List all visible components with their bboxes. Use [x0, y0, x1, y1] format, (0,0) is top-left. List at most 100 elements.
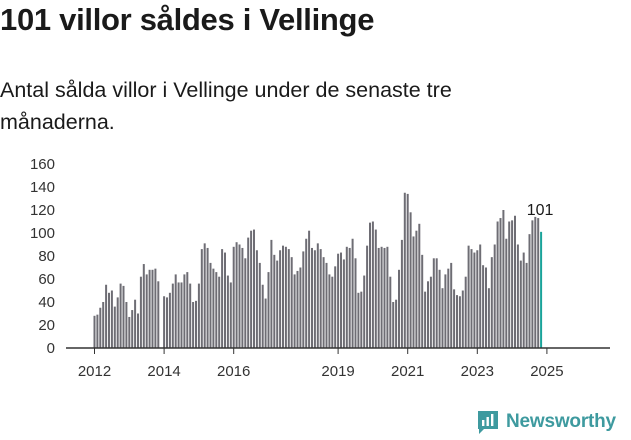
bar — [409, 212, 412, 348]
bar — [284, 246, 287, 348]
bar — [99, 307, 102, 348]
bar — [450, 262, 453, 348]
x-tick-label: 2016 — [217, 363, 250, 380]
bar — [93, 315, 96, 348]
x-tick-label: 2025 — [530, 363, 563, 380]
chart-subtitle: Antal sålda villor i Vellinge under de s… — [0, 78, 452, 134]
bar — [537, 218, 540, 348]
bar — [374, 229, 377, 348]
bar — [163, 296, 166, 348]
bar — [444, 274, 447, 348]
bar — [215, 272, 218, 348]
bar — [247, 237, 250, 348]
bar — [395, 299, 398, 348]
bar — [345, 246, 348, 348]
bar — [366, 245, 369, 348]
bar — [438, 269, 441, 348]
bar — [148, 269, 151, 348]
bar — [131, 310, 134, 348]
bar — [479, 244, 482, 348]
bar — [273, 254, 276, 348]
bar — [369, 222, 371, 348]
bar — [406, 193, 409, 348]
bar — [171, 283, 174, 348]
bar — [351, 238, 354, 348]
bar — [235, 242, 238, 348]
bar — [398, 269, 400, 348]
bar — [386, 246, 389, 348]
bar — [342, 259, 345, 348]
bar — [212, 268, 215, 348]
bar — [128, 316, 131, 348]
bar — [377, 247, 380, 348]
bar — [313, 250, 316, 348]
bar — [427, 281, 429, 348]
bar — [253, 229, 255, 348]
bar — [203, 243, 206, 348]
bar — [261, 284, 264, 348]
bar — [206, 247, 209, 348]
bar — [308, 230, 311, 348]
bar — [250, 230, 253, 348]
bar — [197, 283, 200, 348]
bar — [116, 297, 119, 348]
bar — [174, 274, 177, 348]
bar — [226, 275, 229, 348]
bar — [270, 239, 273, 348]
bar — [435, 258, 438, 348]
bar — [441, 288, 444, 348]
bar-latest — [540, 231, 543, 348]
bar — [499, 218, 502, 348]
bar — [229, 282, 232, 348]
bar — [296, 270, 299, 348]
newsworthy-logo[interactable]: Newsworthy — [476, 407, 616, 437]
bar — [360, 291, 363, 348]
bar — [221, 249, 224, 348]
bar — [400, 239, 403, 348]
bar — [490, 257, 493, 348]
bar — [267, 272, 270, 348]
bar — [337, 253, 340, 348]
bar — [145, 274, 148, 348]
bar — [195, 300, 197, 348]
bar — [157, 281, 160, 348]
bar — [200, 249, 203, 348]
bar — [415, 230, 418, 348]
bar — [447, 268, 450, 348]
bar — [403, 192, 406, 348]
bar — [371, 221, 374, 348]
bar — [276, 260, 279, 348]
bar — [113, 306, 116, 348]
bar — [255, 250, 258, 348]
bar — [122, 285, 125, 348]
bar — [380, 246, 383, 348]
bar — [166, 297, 168, 348]
y-tick-label: 0 — [47, 340, 55, 357]
bar — [125, 302, 128, 348]
bar — [305, 238, 308, 348]
bar — [264, 298, 267, 348]
bar — [476, 250, 479, 348]
bar — [348, 247, 351, 348]
brand-name: Newsworthy — [506, 411, 616, 432]
bar — [134, 299, 137, 348]
bar — [110, 290, 113, 348]
bar — [139, 276, 142, 348]
x-tick-label: 2021 — [391, 363, 424, 380]
bar — [528, 234, 531, 348]
bar — [470, 249, 473, 348]
y-tick-label: 20 — [38, 317, 55, 334]
bar — [328, 274, 331, 348]
bar — [412, 236, 415, 348]
bar — [177, 282, 180, 348]
bar — [282, 245, 284, 348]
bar — [340, 252, 342, 348]
bar — [189, 283, 192, 348]
bars-group — [93, 192, 543, 348]
x-tick-label: 2019 — [321, 363, 354, 380]
bar — [142, 264, 145, 348]
bar — [151, 269, 154, 348]
bar — [279, 250, 282, 348]
y-tick-label: 80 — [38, 248, 55, 265]
